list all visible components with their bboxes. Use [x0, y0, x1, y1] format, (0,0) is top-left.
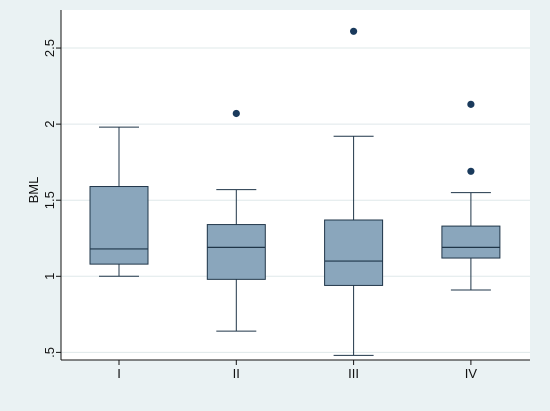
y-tick-label: 2.5 [42, 39, 57, 57]
y-tick-label: 1 [42, 273, 57, 280]
iqr-box [89, 186, 149, 265]
y-tick-label: .5 [42, 347, 57, 358]
y-tick-label: 2 [42, 121, 57, 128]
x-tick-label: IV [465, 366, 478, 381]
box-II [206, 109, 266, 332]
x-tick-label: I [117, 366, 121, 381]
x-tick-label: II [233, 366, 240, 381]
x-tick-label: III [348, 366, 359, 381]
plot-area [61, 10, 530, 360]
box-III [324, 27, 384, 356]
boxes-group [89, 27, 501, 356]
box-I [89, 126, 149, 277]
outlier-point [467, 167, 475, 175]
iqr-box [441, 225, 501, 259]
iqr-box [324, 219, 384, 286]
box-IV [441, 100, 501, 291]
axes-group: .511.522.5I II III IV [42, 10, 530, 381]
iqr-box [206, 224, 266, 280]
y-tick-label: 1.5 [42, 191, 57, 209]
outlier-point [350, 27, 358, 35]
outlier-point [232, 109, 240, 118]
y-axis-label: BML [26, 177, 41, 204]
outlier-point [467, 100, 475, 108]
